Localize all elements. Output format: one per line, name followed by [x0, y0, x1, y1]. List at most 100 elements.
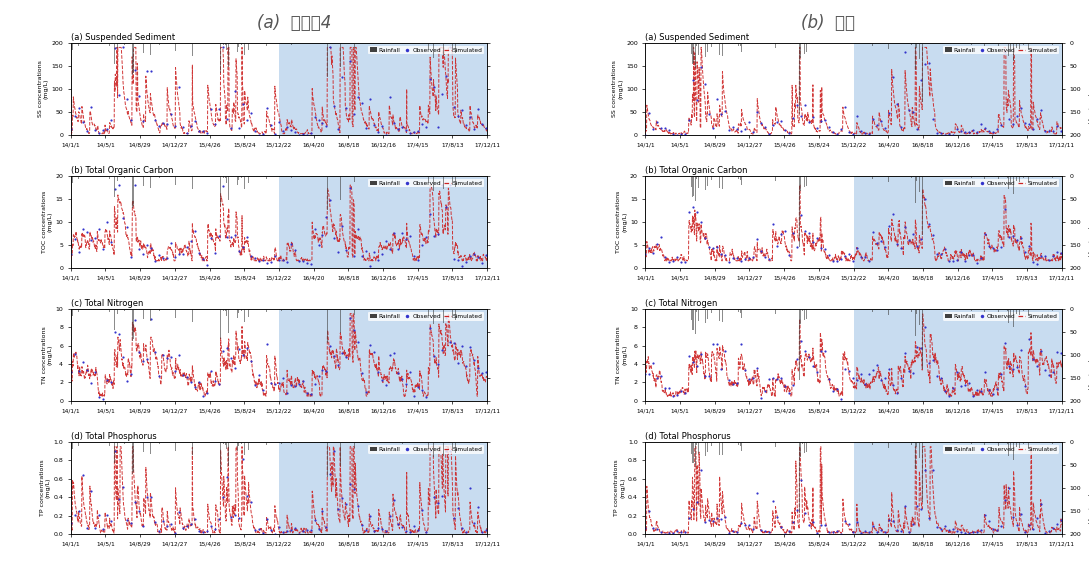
Point: [102, 116, 120, 125]
Point: [884, 209, 902, 218]
Point: [760, 528, 778, 537]
Point: [705, 244, 722, 253]
Point: [90, 128, 108, 137]
Point: [357, 388, 375, 397]
Point: [817, 244, 834, 254]
Point: [314, 230, 331, 239]
Point: [896, 222, 914, 231]
Point: [285, 382, 303, 391]
Point: [213, 347, 231, 356]
Point: [273, 373, 291, 382]
Point: [366, 526, 383, 536]
Point: [166, 122, 183, 131]
Point: [820, 528, 837, 537]
Point: [366, 247, 383, 256]
Point: [781, 250, 798, 259]
Legend: Rainfall, Observed, Simulated: Rainfall, Observed, Simulated: [943, 46, 1059, 54]
Point: [1004, 513, 1021, 522]
Point: [649, 524, 666, 533]
Point: [925, 465, 942, 474]
Point: [693, 62, 710, 71]
Point: [122, 115, 139, 124]
Point: [1040, 370, 1057, 379]
Point: [302, 390, 319, 399]
Point: [781, 526, 798, 536]
Point: [992, 521, 1010, 530]
Point: [977, 230, 994, 239]
Point: [820, 122, 837, 131]
Point: [445, 255, 463, 264]
Y-axis label: SS concentrations
(mg/L): SS concentrations (mg/L): [38, 61, 49, 117]
Point: [318, 522, 335, 532]
Point: [1001, 361, 1018, 371]
Point: [640, 369, 658, 379]
Point: [462, 112, 479, 122]
Point: [189, 377, 207, 387]
Point: [928, 522, 945, 532]
Point: [889, 239, 906, 248]
Point: [901, 105, 918, 114]
Point: [278, 526, 295, 536]
Point: [1032, 251, 1050, 260]
Point: [1025, 124, 1042, 133]
Point: [1028, 114, 1045, 123]
Point: [788, 505, 806, 514]
Point: [469, 364, 487, 373]
Point: [225, 230, 243, 239]
Point: [210, 514, 228, 524]
Point: [462, 343, 479, 352]
Point: [466, 124, 484, 134]
Point: [968, 128, 986, 137]
Point: [382, 244, 400, 253]
Point: [984, 389, 1002, 399]
Point: [318, 367, 335, 376]
Point: [952, 381, 969, 390]
Point: [649, 373, 666, 382]
Point: [374, 525, 391, 534]
Point: [430, 498, 448, 508]
Point: [86, 523, 103, 532]
Point: [297, 130, 315, 139]
Point: [134, 356, 151, 365]
Point: [820, 375, 837, 384]
Point: [916, 465, 933, 474]
Point: [776, 126, 794, 135]
Point: [673, 528, 690, 537]
Point: [844, 527, 861, 536]
Point: [673, 129, 690, 138]
Point: [150, 526, 168, 536]
Point: [817, 521, 834, 530]
Point: [853, 369, 870, 379]
Point: [285, 245, 303, 254]
Point: [249, 525, 267, 534]
Point: [853, 126, 870, 135]
Point: [198, 128, 216, 138]
Point: [126, 65, 144, 74]
Point: [896, 47, 914, 57]
Point: [162, 352, 180, 361]
Point: [1008, 112, 1026, 121]
Point: [285, 127, 303, 136]
Point: [733, 256, 750, 266]
Point: [278, 122, 295, 131]
Point: [697, 518, 714, 527]
Point: [433, 345, 451, 355]
Point: [676, 528, 694, 537]
Point: [697, 372, 714, 381]
Point: [206, 119, 223, 128]
Point: [664, 392, 682, 401]
Point: [130, 507, 147, 516]
Y-axis label: Rainfall rate (mm/day): Rainfall rate (mm/day): [1087, 319, 1089, 391]
Point: [430, 123, 448, 132]
Point: [968, 259, 986, 268]
Point: [297, 388, 315, 397]
Point: [944, 525, 962, 534]
Point: [230, 246, 247, 255]
Point: [273, 528, 291, 537]
Point: [382, 93, 400, 102]
Point: [338, 352, 355, 361]
Legend: Rainfall, Observed, Simulated: Rainfall, Observed, Simulated: [943, 312, 1059, 320]
Point: [350, 338, 367, 347]
Point: [426, 83, 443, 92]
Point: [78, 524, 96, 533]
